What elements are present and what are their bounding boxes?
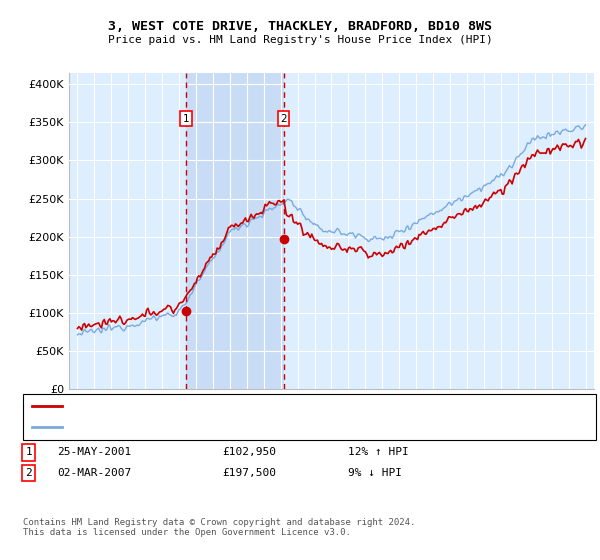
- Text: 1: 1: [182, 114, 189, 124]
- Text: Price paid vs. HM Land Registry's House Price Index (HPI): Price paid vs. HM Land Registry's House …: [107, 35, 493, 45]
- Text: 2: 2: [280, 114, 287, 124]
- Bar: [186, 73, 284, 389]
- Text: 3, WEST COTE DRIVE, THACKLEY, BRADFORD, BD10 8WS: 3, WEST COTE DRIVE, THACKLEY, BRADFORD, …: [108, 20, 492, 32]
- Text: 1: 1: [25, 447, 32, 458]
- Text: 9% ↓ HPI: 9% ↓ HPI: [348, 468, 402, 478]
- Text: 3, WEST COTE DRIVE, THACKLEY, BRADFORD, BD10 8WS (detached house): 3, WEST COTE DRIVE, THACKLEY, BRADFORD, …: [68, 401, 449, 411]
- Text: £197,500: £197,500: [222, 468, 276, 478]
- Text: HPI: Average price, detached house, Bradford: HPI: Average price, detached house, Brad…: [68, 422, 326, 432]
- Text: 12% ↑ HPI: 12% ↑ HPI: [348, 447, 409, 458]
- Text: 2: 2: [25, 468, 32, 478]
- Text: Contains HM Land Registry data © Crown copyright and database right 2024.
This d: Contains HM Land Registry data © Crown c…: [23, 518, 415, 538]
- Text: £102,950: £102,950: [222, 447, 276, 458]
- Text: 02-MAR-2007: 02-MAR-2007: [57, 468, 131, 478]
- Text: 25-MAY-2001: 25-MAY-2001: [57, 447, 131, 458]
